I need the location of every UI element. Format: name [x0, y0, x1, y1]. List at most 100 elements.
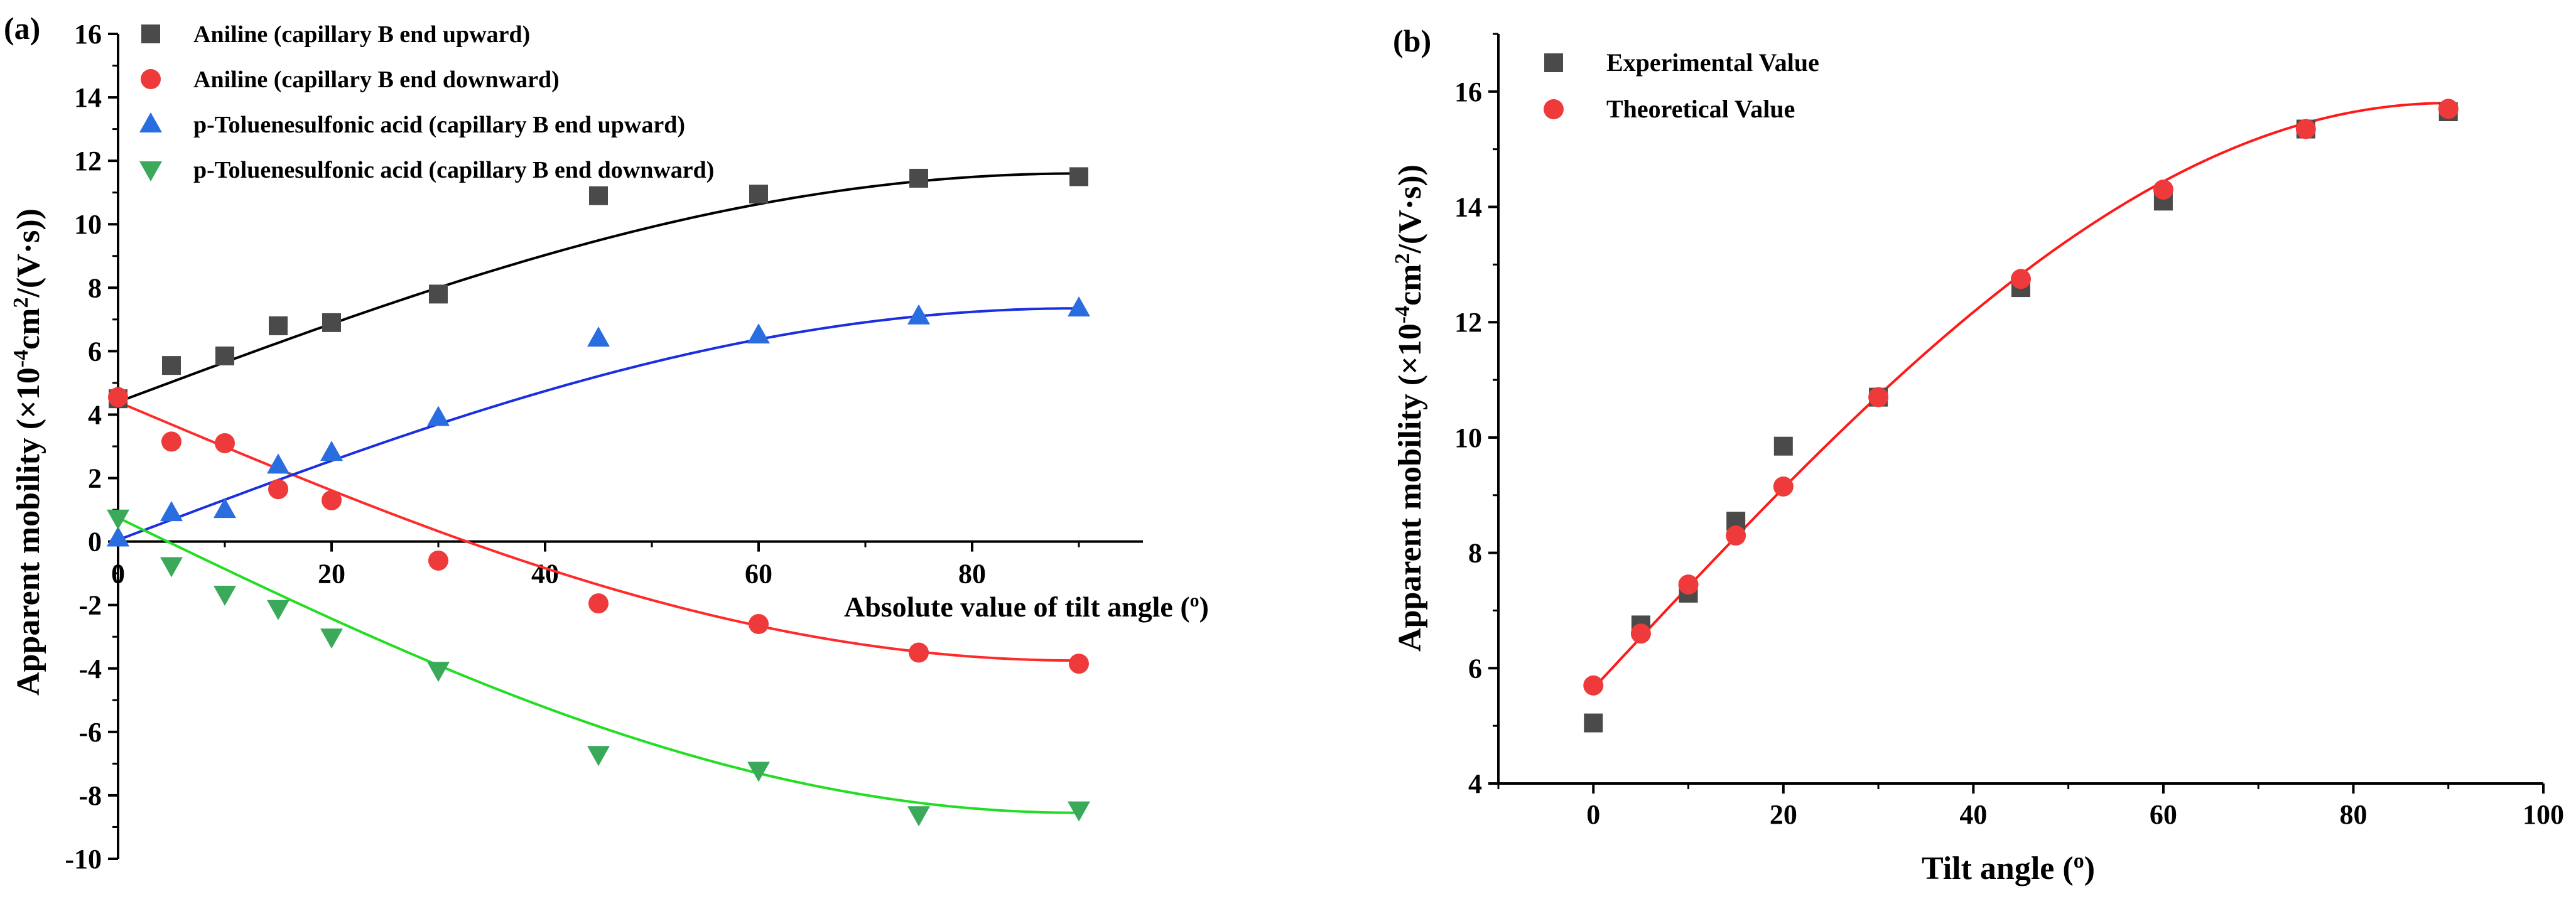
panel-a-legend-label-2: Aniline (capillary B end downward): [193, 67, 560, 93]
panel-b-chart: 4 6 8 10 12 14 16 0 20 40 60 80 100 Experimental Valu…: [1391, 23, 2565, 886]
panel-a-x-tick-label: 80: [958, 559, 986, 589]
panel-b-legend-marker-1: [1544, 53, 1563, 72]
panel-b-fit-line: [1592, 102, 2449, 689]
panel-a-series-3-point: [427, 406, 450, 426]
panel-b-x-tick-label: 100: [2523, 799, 2564, 830]
panel-a-legend-label-4: p-Toluenesulfonic acid (capillary B end …: [193, 157, 714, 183]
panel-a-y-axis-label: Apparent mobility (×10-4cm2/(V·s)): [9, 208, 47, 696]
panel-a-series-2-point: [108, 387, 128, 407]
panel-a-legend-label-1: Aniline (capillary B end upward): [193, 21, 530, 48]
panel-b-series-2-point: [2153, 179, 2173, 200]
panel-b-y-tick-label: 10: [1454, 423, 1482, 453]
panel-b-x-tick-label: 80: [2339, 799, 2367, 830]
panel-a-series-3-point: [160, 501, 183, 522]
panel-b-series-2-point: [1630, 623, 1651, 644]
panel-a-series-2-point: [322, 490, 342, 510]
panel-a-label: (a): [4, 11, 40, 46]
panel-b-series-1-point: [1773, 436, 1793, 456]
panel-a-series-1-point: [749, 185, 768, 204]
panel-b-label: (b): [1393, 23, 1431, 58]
panel-a-series-4-point: [427, 662, 450, 682]
panel-b-x-axis-label: Tilt angle (o): [1922, 849, 2095, 887]
panel-b-y-tick-label: 6: [1468, 653, 1482, 684]
panel-a-series-3-point: [587, 326, 610, 347]
panel-a-x-tick-label: 40: [531, 559, 559, 589]
panel-a-series-4-point: [160, 557, 183, 578]
panel-a-x-tick-label: 20: [318, 559, 345, 589]
panel-a-y-tick-label: 8: [88, 272, 102, 303]
panel-a-fit-line-1: [117, 172, 1080, 404]
panel-a-series-1-point: [429, 284, 448, 304]
panel-b-series-2-point: [1726, 525, 1746, 546]
panel-a-series-4-point: [107, 509, 129, 530]
panel-a-legend-marker-1: [141, 24, 160, 43]
panel-a-legend-marker-4: [139, 161, 162, 181]
panel-a-series-3-point: [747, 323, 770, 344]
panel-a-series-1-point: [909, 168, 928, 188]
panel-a-legend-marker-3: [139, 112, 162, 132]
panel-a-series-4-point: [1068, 801, 1090, 822]
panel-b-legend-label-1: Experimental Value: [1606, 48, 1819, 77]
panel-a-y-tick-label: 0: [88, 527, 102, 557]
panel-b-series-2-point: [1583, 675, 1604, 696]
panel-b-series-2-point: [1678, 574, 1699, 595]
panel-a-series-2-point: [749, 614, 769, 635]
panel-a-fit-line-4: [117, 516, 1080, 814]
panel-a-y-tick-label: -4: [78, 654, 102, 684]
panel-a-series-1-point: [589, 186, 608, 205]
panel-a-y-tick-label: 4: [88, 399, 102, 430]
panel-a-series-4-point: [320, 628, 343, 649]
panel-b-y-tick-label: 16: [1454, 77, 1482, 107]
panel-a-series-2-point: [1069, 654, 1089, 674]
panel-b-y-tick-label: 12: [1454, 307, 1482, 338]
panel-b-legend-label-2: Theoretical Value: [1606, 95, 1795, 123]
panel-a-series-2-point: [215, 433, 235, 453]
panel-a-series-2-point: [909, 642, 929, 663]
panel-a-series-1-point: [322, 313, 341, 332]
panel-b-series-2-point: [2011, 269, 2031, 289]
panel-b-legend-marker-2: [1544, 99, 1564, 119]
panel-a-series-1-point: [269, 316, 288, 335]
panel-b-x-tick-label: 40: [1959, 799, 1987, 830]
panel-a-series-4-point: [587, 746, 610, 767]
panel-a-series-1-point: [215, 346, 234, 365]
panel-a-series-1-point: [1069, 167, 1088, 186]
panel-b-x-tick-label: 20: [1770, 799, 1797, 830]
panel-a-series-1-point: [162, 356, 181, 375]
panel-b-y-tick-label: 14: [1454, 192, 1482, 223]
panel-a-y-tick-label: -10: [65, 844, 102, 875]
panel-b-series-2-point: [1773, 476, 1794, 497]
panel-a-x-tick-label: 60: [745, 559, 772, 589]
panel-a-series-3-point: [107, 526, 129, 547]
panel-b-y-axis-label: Apparent mobility (×10-4cm2/(V·s)): [1391, 164, 1429, 652]
panel-b-x-tick-label: 0: [1586, 799, 1600, 830]
panel-a-y-tick-label: 6: [88, 336, 102, 367]
panel-b-x-tick-label: 60: [2150, 799, 2177, 830]
panel-a-series-3-point: [214, 498, 236, 519]
panel-a-y-tick-label: 16: [74, 19, 102, 50]
panel-a-legend-marker-2: [141, 69, 161, 89]
panel-b-series-2-point: [2438, 99, 2459, 119]
panel-b-y-tick-label: 8: [1468, 538, 1482, 569]
panel-a-y-tick-label: 10: [74, 209, 102, 240]
panel-b-series-1-point: [1584, 713, 1603, 733]
panel-a-y-tick-label: -6: [78, 717, 102, 748]
panel-a-y-tick-label: 2: [88, 463, 102, 494]
panel-b-series-2-point: [2295, 119, 2316, 139]
panel-a-series-3-point: [267, 453, 290, 474]
panel-a-y-tick-label: -8: [78, 780, 102, 811]
panel-a-series-4-point: [747, 762, 770, 782]
panel-a-series-4-point: [214, 586, 236, 606]
panel-a-y-tick-label: -2: [78, 590, 102, 621]
panel-a-series-2-point: [268, 479, 288, 500]
panel-a-series-3-point: [1068, 296, 1090, 317]
panel-a-x-axis-label: Absolute value of tilt angle (o): [844, 590, 1209, 623]
panel-a-chart: -10 -8 -6 -4 -2 0 2 4 6 8 10 12 14 16 0 20 40 60 80 Aniline…: [4, 11, 1209, 875]
panel-a-series-2-point: [161, 431, 181, 452]
panel-b-y-tick-label: 4: [1468, 768, 1482, 799]
panel-a-y-tick-label: 14: [74, 82, 102, 113]
panel-a-y-tick-label: 12: [74, 146, 102, 176]
panel-a-series-3-point: [907, 304, 930, 325]
panel-a-x-tick-label: 0: [111, 559, 125, 589]
